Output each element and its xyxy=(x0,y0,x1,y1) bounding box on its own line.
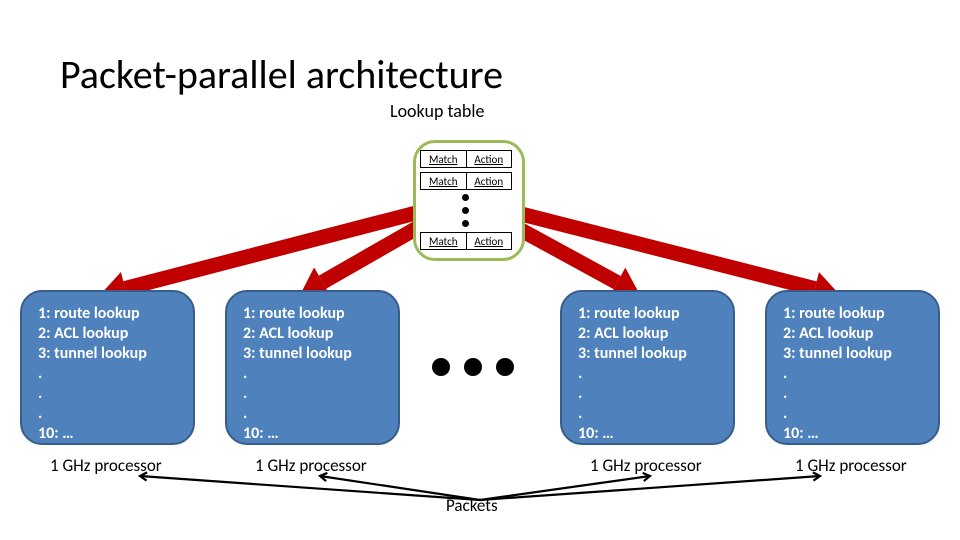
action-cell: Action xyxy=(467,233,512,249)
processor-box: 1: route lookup2: ACL lookup3: tunnel lo… xyxy=(560,290,735,445)
processors-ellipsis xyxy=(432,358,514,376)
match-cell: Match xyxy=(421,233,467,249)
processor-box: 1: route lookup2: ACL lookup3: tunnel lo… xyxy=(20,290,195,445)
action-cell: Action xyxy=(467,151,512,167)
lookup-table-ellipsis xyxy=(462,194,469,227)
page-title: Packet-parallel architecture xyxy=(60,50,503,99)
processor-label: 1 GHz processor xyxy=(50,455,162,476)
processor-label: 1 GHz processor xyxy=(795,455,907,476)
match-cell: Match xyxy=(421,151,467,167)
processor-label: 1 GHz processor xyxy=(255,455,367,476)
lookup-table-label: Lookup table xyxy=(390,100,484,122)
match-action-row: MatchAction xyxy=(420,150,512,168)
processor-box: 1: route lookup2: ACL lookup3: tunnel lo… xyxy=(225,290,400,445)
match-cell: Match xyxy=(421,173,467,189)
processor-label: 1 GHz processor xyxy=(590,455,702,476)
action-cell: Action xyxy=(467,173,512,189)
match-action-row: MatchAction xyxy=(420,232,512,250)
match-action-row: MatchAction xyxy=(420,172,512,190)
packets-label: Packets xyxy=(446,495,498,516)
slide: { "title": {"text":"Packet-parallel arch… xyxy=(0,0,960,540)
processor-box: 1: route lookup2: ACL lookup3: tunnel lo… xyxy=(765,290,940,445)
